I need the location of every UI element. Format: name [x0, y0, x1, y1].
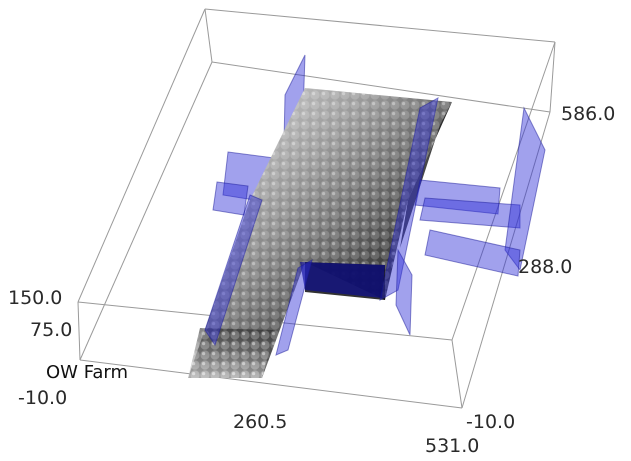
y-tick-neg10: -10.0: [466, 411, 515, 433]
y-tick-288: 288.0: [518, 256, 572, 278]
bounding-box-frame: [77, 8, 556, 409]
y-tick-586: 586.0: [561, 103, 615, 125]
x-tick-260: 260.5: [233, 411, 287, 433]
farm-label: OW Farm: [46, 362, 128, 383]
x-axis-ticks: 260.5 531.0: [233, 411, 479, 457]
y-axis-ticks: 586.0 288.0 -10.0: [466, 103, 615, 433]
z-tick-150: 150.0: [8, 287, 62, 309]
z-tick-neg10: -10.0: [18, 387, 67, 409]
wind-farm-terrain: [188, 88, 452, 378]
z-tick-75: 75.0: [30, 319, 72, 341]
z-axis-ticks: 150.0 75.0 -10.0: [8, 287, 72, 409]
x-tick-531: 531.0: [425, 435, 479, 457]
turbine-panels-front: [204, 97, 546, 356]
